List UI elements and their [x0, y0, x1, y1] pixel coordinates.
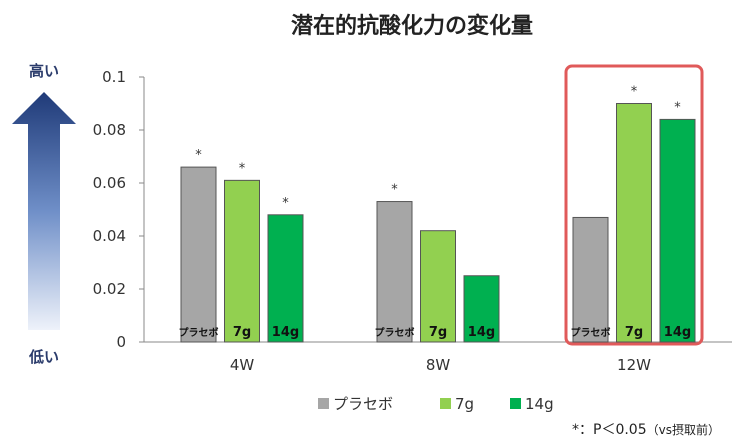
chart-title: 潜在的抗酸化力の変化量: [291, 13, 533, 39]
y-tick-label: 0.1: [102, 68, 126, 86]
bar-12W-14g: [659, 118, 696, 343]
y-tick-label: 0.02: [93, 280, 126, 298]
significance-star: *: [674, 100, 681, 115]
bar-4W-7g: [224, 179, 260, 343]
bar-inner-label: プラセボ: [571, 326, 611, 339]
bar-inner-label: プラセボ: [375, 326, 415, 339]
bar-inner-label: 7g: [429, 325, 447, 340]
bar-12W-7g: [616, 103, 652, 343]
bar-inner-label: プラセボ: [179, 326, 219, 339]
bar-inner-label: 7g: [625, 325, 643, 340]
bar-12W-プラセボ: [572, 216, 609, 343]
significance-star: *: [631, 85, 638, 100]
up-arrow-icon: [12, 92, 76, 330]
y-tick-label: 0.08: [93, 121, 126, 139]
legend-label-14g: 14g: [525, 395, 554, 413]
significance-star: *: [282, 196, 289, 211]
legend-label-7g: 7g: [455, 395, 474, 413]
high-label: 高い: [29, 62, 59, 80]
bar-inner-label: 14g: [272, 325, 299, 340]
y-tick-label: 0.06: [93, 174, 126, 192]
legend-swatch-placebo: [318, 398, 329, 409]
footnote: *：P＜0.05（vs摂取前）: [572, 422, 720, 438]
significance-star: *: [195, 148, 202, 163]
bar-inner-label: 14g: [468, 325, 495, 340]
bar-inner-label: 7g: [233, 325, 251, 340]
bar-8W-14g: [463, 275, 500, 343]
bar-4W-14g: [267, 214, 304, 343]
bar-8W-7g: [420, 230, 456, 343]
bar-8W-プラセボ: [376, 201, 413, 343]
plot-area: 0 0.02 0.04 0.06 0.08 0.1 * プラセボ * 7g * 14g 4W * プラセボ 7…: [93, 64, 732, 374]
bar-inner-label: 14g: [664, 325, 691, 340]
significance-star: *: [239, 161, 246, 176]
x-category-label: 8W: [426, 356, 451, 374]
x-category-label: 12W: [617, 356, 651, 374]
legend-swatch-14g: [510, 398, 521, 409]
x-category-label: 4W: [230, 356, 255, 374]
footnote-sub: （vs摂取前）: [647, 422, 720, 437]
legend-swatch-7g: [440, 398, 451, 409]
low-label: 低い: [28, 348, 59, 366]
footnote-main: *：P＜0.05: [572, 422, 647, 438]
y-tick-label: 0.04: [93, 227, 126, 245]
legend-label-placebo: プラセボ: [333, 395, 393, 413]
significance-star: *: [391, 183, 398, 198]
bar-4W-プラセボ: [180, 166, 217, 343]
highlight-box: [564, 64, 704, 346]
legend: プラセボ 7g 14g: [318, 395, 554, 413]
y-tick-label: 0: [116, 333, 126, 351]
